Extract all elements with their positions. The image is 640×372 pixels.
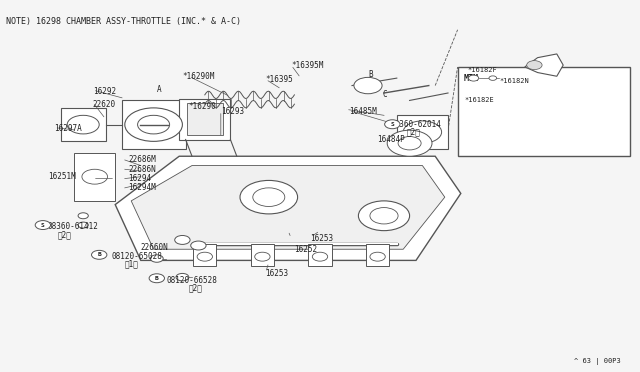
Circle shape [370,252,385,261]
Text: 08120-66528: 08120-66528 [166,276,217,285]
Circle shape [255,252,270,261]
Text: 16294M: 16294M [128,183,156,192]
Bar [251,244,274,266]
Polygon shape [115,156,461,260]
Bar [74,153,115,201]
Circle shape [191,241,206,250]
Text: 16485M: 16485M [349,107,376,116]
Circle shape [78,213,88,219]
Circle shape [387,130,432,156]
Text: *16395M: *16395M [291,61,324,70]
Circle shape [385,120,400,129]
Circle shape [358,201,410,231]
Circle shape [240,180,298,214]
Text: 22686N: 22686N [128,165,156,174]
Text: 08360-62014: 08360-62014 [390,120,441,129]
Text: 08360-61412: 08360-61412 [48,222,99,231]
Circle shape [354,77,382,94]
Text: NOTE) 16298 CHAMBER ASSY-THROTTLE (INC.* & A-C): NOTE) 16298 CHAMBER ASSY-THROTTLE (INC.*… [6,17,241,26]
Text: 〈1〉: 〈1〉 [125,260,139,269]
Text: *16182N: *16182N [499,78,529,84]
Text: 16251M: 16251M [48,172,76,181]
Text: （2）: （2） [406,128,420,137]
Text: B: B [368,70,372,79]
Circle shape [176,273,189,281]
Text: 16253: 16253 [310,234,333,243]
Circle shape [197,252,212,261]
Bar [458,67,630,156]
Text: 16484P: 16484P [378,135,405,144]
Text: ^ 63 | 00P3: ^ 63 | 00P3 [574,357,621,365]
Circle shape [67,115,99,134]
Circle shape [489,76,497,80]
Text: 16253: 16253 [266,269,289,278]
Text: 22620: 22620 [93,100,116,109]
Text: 22660N: 22660N [141,243,168,252]
Circle shape [253,188,285,206]
Text: S: S [390,122,394,127]
Circle shape [150,255,163,262]
Bar [308,244,332,266]
Circle shape [125,108,182,141]
Text: 16292: 16292 [93,87,116,96]
Bar [179,99,230,140]
Text: MTM: MTM [464,74,479,83]
Text: *16290: *16290 [189,102,216,110]
Circle shape [403,121,442,143]
Bar [122,100,186,149]
Polygon shape [131,166,445,249]
Text: *16182E: *16182E [464,97,493,103]
Bar [61,108,106,141]
Text: （2）: （2） [58,230,72,239]
Bar [187,103,223,135]
Circle shape [527,61,542,70]
Circle shape [312,252,328,261]
Text: S: S [41,222,45,228]
Text: 16297A: 16297A [54,124,82,133]
Text: A: A [157,85,161,94]
Text: 〈2〉: 〈2〉 [189,284,203,293]
Text: *16182F: *16182F [467,67,497,73]
Text: B: B [97,252,101,257]
Text: B: B [155,276,159,281]
Text: 16252: 16252 [294,245,317,254]
Circle shape [82,169,108,184]
Circle shape [175,235,190,244]
Circle shape [92,250,107,259]
Bar [366,244,389,266]
Circle shape [398,137,421,150]
Circle shape [78,222,88,228]
Circle shape [138,115,170,134]
Polygon shape [525,54,563,76]
Text: 16293: 16293 [221,107,244,116]
Circle shape [468,75,479,81]
Text: C: C [382,90,387,99]
Text: 08120-65028: 08120-65028 [112,252,163,261]
Circle shape [35,221,51,230]
Text: 16294: 16294 [128,174,151,183]
Bar [193,244,216,266]
Circle shape [370,208,398,224]
Bar [397,115,448,149]
Circle shape [149,274,164,283]
Text: *16395: *16395 [266,76,293,84]
Text: *16290M: *16290M [182,72,215,81]
Text: 22686M: 22686M [128,155,156,164]
